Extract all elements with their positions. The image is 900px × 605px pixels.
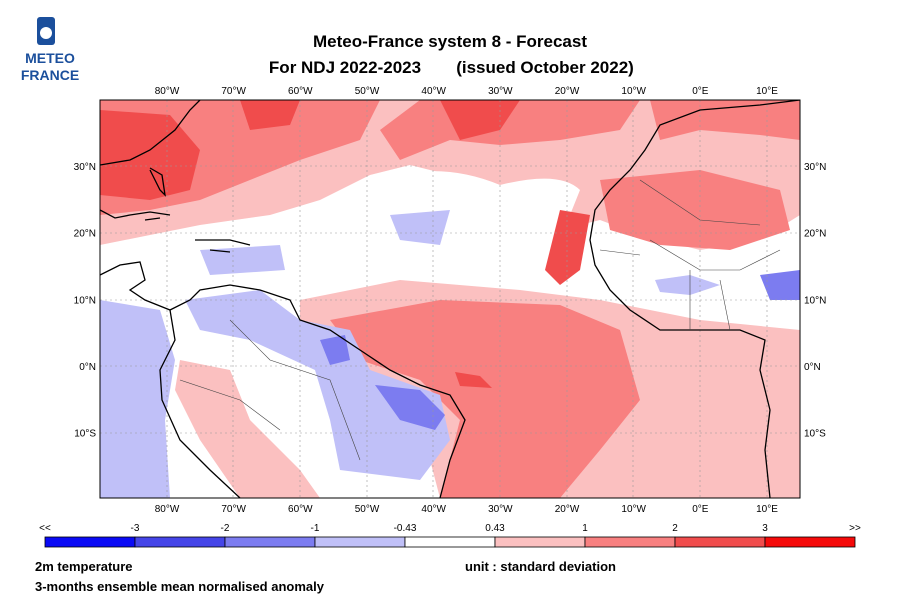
colorbar-label: 0.43 xyxy=(485,523,505,534)
lon-label: 70°W xyxy=(221,504,246,515)
lon-label: 30°W xyxy=(488,86,513,97)
lat-label: 10°N xyxy=(74,295,96,306)
colorbar-swatch xyxy=(584,536,676,548)
lat-label: 0°N xyxy=(804,362,821,373)
map xyxy=(100,100,800,498)
lat-label: 0°N xyxy=(79,362,96,373)
colorbar-swatch xyxy=(674,536,766,548)
colorbar-label: -1 xyxy=(311,523,320,534)
lat-label: 10°S xyxy=(74,429,96,440)
colorbar-swatch xyxy=(224,536,316,548)
lon-label: 10°E xyxy=(756,86,778,97)
lon-label: 50°W xyxy=(355,86,380,97)
colorbar-label: -3 xyxy=(131,523,140,534)
map-axes: 80°W 80°W 70°W 70°W 60°W 60°W 50°W 50°W 40°W 40°W… xyxy=(74,86,827,515)
colorbar-label: -2 xyxy=(221,523,230,534)
lon-label: 30°W xyxy=(488,504,513,515)
colorbar-swatch xyxy=(314,536,406,548)
lon-label: 40°W xyxy=(421,504,446,515)
lat-label: 30°N xyxy=(804,162,826,173)
logo-icon xyxy=(40,27,52,39)
lon-label: 10°W xyxy=(621,504,646,515)
lon-label: 0°E xyxy=(692,86,709,97)
unit-label: unit : standard deviation xyxy=(465,559,616,574)
lat-label: 20°N xyxy=(74,229,96,240)
lon-label: 40°W xyxy=(421,86,446,97)
lon-label: 10°W xyxy=(621,86,646,97)
lon-label: 60°W xyxy=(288,504,313,515)
lon-label: 20°W xyxy=(555,86,580,97)
subtitle: (issued October 2022) xyxy=(456,58,634,77)
lon-label: 20°W xyxy=(555,504,580,515)
logo: METEO FRANCE xyxy=(21,17,79,83)
colorbar-label: >> xyxy=(849,523,861,534)
variable-label: 2m temperature xyxy=(35,559,133,574)
map-frame xyxy=(99,99,801,499)
colorbar-label: 3 xyxy=(762,523,768,534)
description-label: 3-months ensemble mean normalised anomal… xyxy=(35,579,325,594)
logo-text: FRANCE xyxy=(21,67,79,83)
lon-label: 80°W xyxy=(155,504,180,515)
lon-label: 80°W xyxy=(155,86,180,97)
lat-label: 20°N xyxy=(804,229,826,240)
colorbar-swatch xyxy=(44,536,136,548)
logo-text: METEO xyxy=(25,50,75,66)
colorbar: << -3 -2 -1 -0.43 0.43 1 2 3 >> xyxy=(39,523,861,548)
colorbar-label: << xyxy=(39,523,51,534)
lat-label: 10°S xyxy=(804,429,826,440)
lon-label: 60°W xyxy=(288,86,313,97)
colorbar-label: -0.43 xyxy=(394,523,417,534)
colorbar-label: 1 xyxy=(582,523,588,534)
lat-label: 30°N xyxy=(74,162,96,173)
subtitle: For NDJ 2022-2023 xyxy=(269,58,421,77)
colorbar-swatch xyxy=(134,536,226,548)
lon-label: 50°W xyxy=(355,504,380,515)
lon-label: 70°W xyxy=(221,86,246,97)
colorbar-swatch xyxy=(764,536,856,548)
colorbar-label: 2 xyxy=(672,523,678,534)
colorbar-swatch xyxy=(494,536,586,548)
lon-label: 10°E xyxy=(756,504,778,515)
lon-label: 0°E xyxy=(692,504,709,515)
title: Meteo-France system 8 - Forecast xyxy=(313,32,587,51)
lat-label: 10°N xyxy=(804,295,826,306)
colorbar-swatch xyxy=(404,536,496,548)
